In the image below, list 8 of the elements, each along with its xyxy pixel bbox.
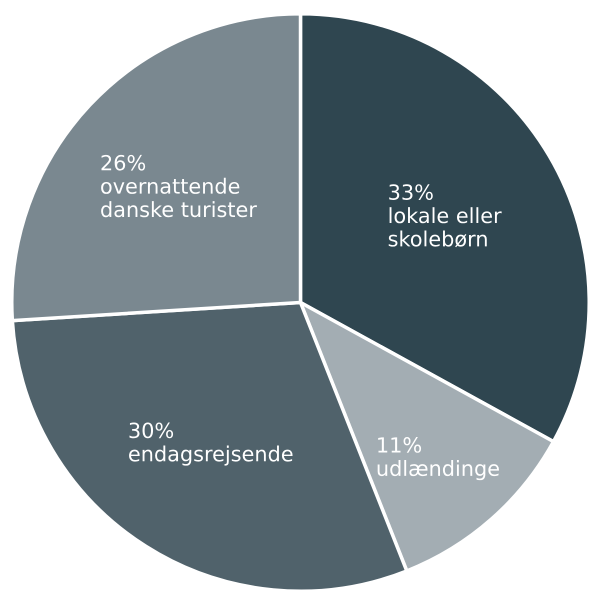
slice-label: endagsrejsende	[129, 445, 293, 466]
data-label: 11%	[378, 437, 422, 453]
slice-label: lokale eller skolebørn	[388, 207, 502, 248]
data-label: 30%	[130, 422, 174, 438]
slice-label: udlændinge	[378, 460, 499, 480]
slice-label: overnattende danske turister	[101, 178, 257, 218]
data-label: 26%	[101, 154, 146, 171]
data-label: 33%	[389, 184, 433, 200]
